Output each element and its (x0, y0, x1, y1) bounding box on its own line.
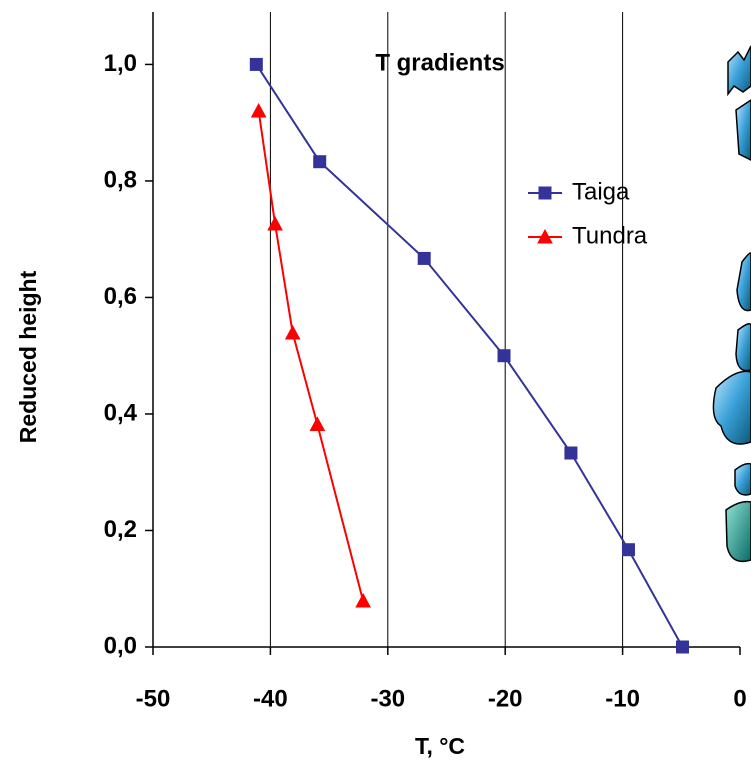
y-tick-label: 0,0 (104, 632, 137, 659)
data-point (417, 251, 431, 265)
legend-marker (537, 228, 553, 244)
x-tick-label: -10 (605, 685, 640, 712)
data-point (267, 216, 283, 231)
x-tick-label: -30 (370, 685, 405, 712)
series-line (257, 110, 365, 602)
y-tick-label: 0,4 (104, 399, 138, 426)
y-tick-label: 1,0 (104, 50, 137, 77)
series-line (255, 63, 684, 648)
legend-label: Tundra (572, 222, 648, 249)
data-point (309, 416, 326, 431)
legend-label: Taiga (572, 178, 630, 205)
data-point (250, 102, 267, 118)
x-axis-title: T, °C (415, 733, 465, 759)
chart-title: T gradients (375, 49, 504, 76)
y-tick-label: 0,8 (104, 166, 137, 193)
data-point (355, 592, 371, 608)
y-tick-label: 0,2 (104, 516, 137, 543)
tree-illustration (712, 45, 751, 563)
x-tick-label: -50 (136, 685, 171, 712)
x-tick-label: -20 (488, 685, 523, 712)
legend-marker (538, 186, 552, 200)
data-point (284, 324, 301, 340)
data-point (497, 349, 511, 363)
y-tick-label: 0,6 (104, 283, 137, 310)
y-axis-title: Reduced height (15, 270, 41, 443)
data-point (621, 543, 635, 557)
data-point (313, 155, 327, 169)
data-point (249, 57, 263, 71)
data-point (564, 446, 578, 460)
x-tick-label: -40 (253, 685, 288, 712)
data-point (675, 640, 689, 654)
x-tick-label: 0 (733, 685, 746, 712)
